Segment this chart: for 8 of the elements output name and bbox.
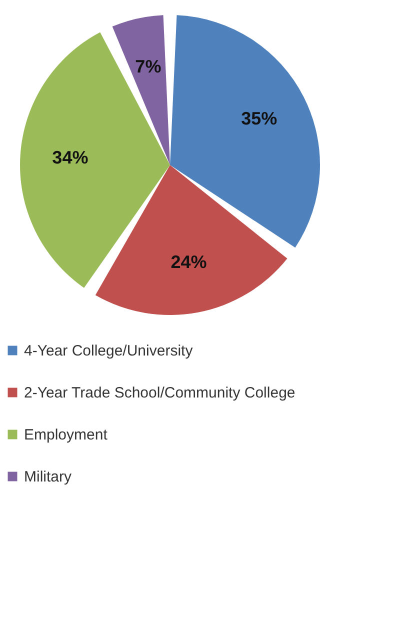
legend-label: 2-Year Trade School/Community College xyxy=(24,384,296,402)
legend-label: 4-Year College/University xyxy=(24,342,194,360)
data-label: 24% xyxy=(170,252,207,272)
data-label: 35% xyxy=(241,108,278,129)
data-label: 34% xyxy=(52,148,88,168)
data-label: 7% xyxy=(135,56,162,76)
legend-label: Employment xyxy=(24,426,108,444)
legend-label: Military xyxy=(24,468,72,486)
